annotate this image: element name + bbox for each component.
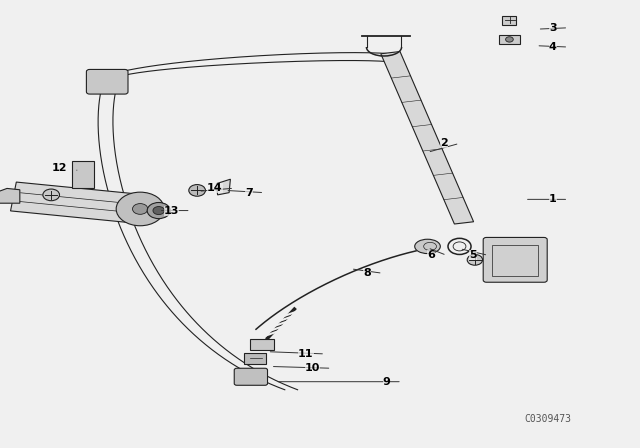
FancyBboxPatch shape [244,353,266,364]
Polygon shape [216,179,230,195]
FancyBboxPatch shape [483,237,547,282]
FancyBboxPatch shape [502,16,516,25]
Text: 7: 7 [245,188,253,198]
Circle shape [506,37,513,42]
Text: C0309473: C0309473 [525,414,572,424]
Text: 9: 9 [383,377,390,387]
Circle shape [189,185,205,196]
Text: 8: 8 [364,268,371,278]
Text: 14: 14 [207,183,223,193]
Circle shape [467,254,483,265]
Text: 10: 10 [305,363,320,373]
FancyBboxPatch shape [250,339,274,350]
Ellipse shape [415,239,440,254]
FancyBboxPatch shape [234,368,268,385]
Circle shape [43,189,60,201]
Text: 6: 6 [428,250,435,260]
Circle shape [153,207,164,215]
FancyBboxPatch shape [86,69,128,94]
Text: 12: 12 [52,163,67,173]
Text: 4: 4 [549,42,557,52]
FancyBboxPatch shape [72,161,94,188]
Circle shape [116,192,164,226]
Circle shape [147,202,170,219]
Polygon shape [381,52,474,224]
Text: 3: 3 [549,23,557,33]
Text: 11: 11 [298,349,314,359]
Text: 13: 13 [164,206,179,215]
FancyBboxPatch shape [499,35,520,44]
Text: 2: 2 [440,138,448,148]
Circle shape [132,203,148,214]
Text: 5: 5 [469,250,477,260]
Polygon shape [10,182,143,224]
Polygon shape [0,189,20,203]
Text: 1: 1 [549,194,557,204]
